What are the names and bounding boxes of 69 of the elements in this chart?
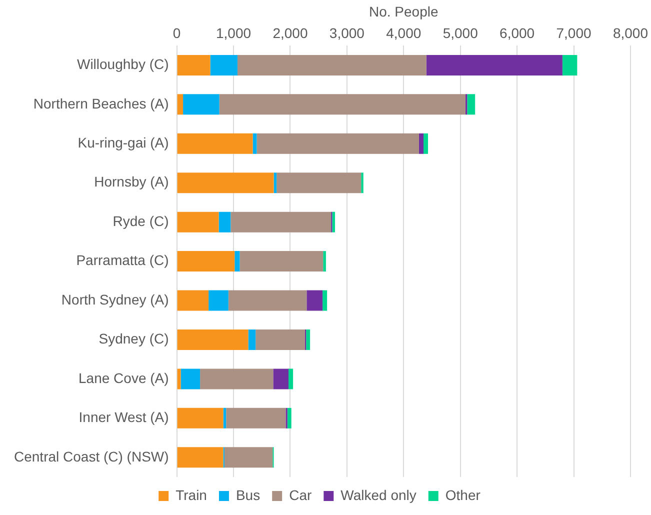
x-tick-label: 6,000 (500, 25, 535, 42)
bar (177, 290, 209, 311)
legend-label: Car (289, 486, 312, 503)
x-tick-label: 3,000 (329, 25, 365, 42)
legend-label: Bus (236, 486, 260, 503)
bar (306, 329, 310, 350)
bar (177, 329, 248, 350)
bar (240, 251, 324, 272)
bar (226, 408, 286, 428)
y-tick-label: Ryde (C) (112, 212, 169, 229)
bar (288, 368, 294, 390)
x-tick-label: 4,000 (386, 25, 422, 42)
bar (332, 212, 336, 232)
bar (177, 172, 274, 194)
x-tick-label: 7,000 (556, 25, 592, 42)
bar (256, 329, 305, 350)
bar (210, 54, 238, 76)
x-tick-label: 2,000 (272, 25, 308, 42)
bar (177, 54, 210, 76)
bar (426, 54, 562, 76)
bar (423, 133, 428, 154)
bar (180, 368, 200, 390)
x-tick-label: 0 (172, 25, 181, 42)
y-tick-label: Northern Beaches (A) (33, 95, 169, 112)
bar (234, 251, 240, 272)
bar (228, 290, 307, 311)
bar (230, 212, 332, 232)
bar (323, 251, 326, 272)
bar (177, 212, 219, 232)
y-tick-label: North Sydney (A) (61, 291, 169, 308)
bar (418, 133, 424, 154)
bar (237, 54, 426, 76)
y-tick-label: Ku-ring-gai (A) (78, 134, 169, 151)
bar (273, 368, 289, 390)
legend-label: Train (176, 486, 207, 503)
bar (200, 368, 274, 390)
bar (177, 133, 253, 154)
bar (183, 94, 220, 115)
bar (248, 329, 256, 350)
bar (218, 212, 231, 232)
x-tick-label: 1,000 (216, 25, 252, 42)
legend-label: Other (445, 486, 481, 503)
bar (177, 251, 235, 272)
bar (224, 447, 273, 468)
y-tick-label: Willoughby (C) (76, 56, 169, 72)
x-tick-label: 8,000 (612, 25, 648, 42)
bar (467, 94, 476, 115)
y-tick-label: Inner West (A) (78, 409, 169, 426)
bar (177, 368, 181, 390)
bar (276, 172, 362, 194)
bar (256, 133, 419, 154)
legend-label: Walked only (340, 486, 416, 503)
bar (177, 408, 224, 428)
x-tick-label: 5,000 (442, 25, 478, 42)
bar (287, 408, 292, 428)
y-tick-label: Central Coast (C) (NSW) (14, 448, 169, 464)
y-tick-label: Lane Cove (A) (78, 370, 169, 386)
bar (177, 447, 224, 468)
bar (306, 290, 323, 311)
bar (562, 54, 578, 76)
bar (322, 290, 328, 311)
x-axis-title: No. People (368, 3, 438, 20)
bar (208, 290, 228, 311)
bar (252, 133, 257, 154)
y-tick-label: Sydney (C) (98, 330, 169, 347)
y-tick-label: Parramatta (C) (76, 252, 169, 268)
bar (177, 94, 184, 115)
y-tick-label: Hornsby (A) (94, 174, 169, 190)
bar (219, 94, 466, 115)
